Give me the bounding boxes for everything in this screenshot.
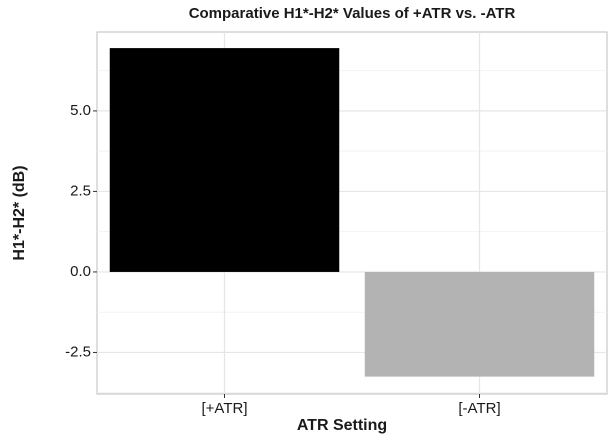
y-tick-label: 0.0 bbox=[70, 263, 91, 280]
y-tick-label: 2.5 bbox=[70, 182, 91, 199]
bar bbox=[109, 48, 340, 272]
y-tick-label: -2.5 bbox=[65, 343, 91, 360]
x-axis-title: ATR Setting bbox=[297, 417, 387, 434]
x-tick-label: [+ATR] bbox=[202, 400, 248, 417]
bar bbox=[364, 271, 595, 377]
y-axis-title: H1*-H2* (dB) bbox=[11, 165, 28, 260]
chart-title: Comparative H1*-H2* Values of +ATR vs. -… bbox=[189, 5, 516, 22]
y-tick-label: 5.0 bbox=[70, 102, 91, 119]
x-tick-label: [-ATR] bbox=[458, 400, 500, 417]
